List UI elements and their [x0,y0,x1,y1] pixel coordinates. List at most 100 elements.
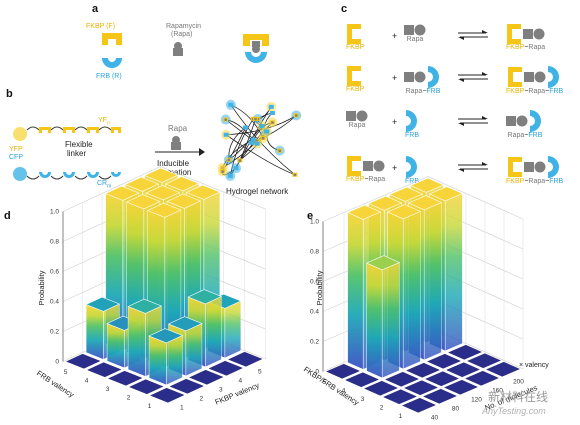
panel-c-reactions: FKBP + Rapa FKBP−Rapa FKBP + Rapa−FRB FKBP−Rapa… [340,0,580,210]
z-axis-label: Probability [37,270,46,305]
panel-label-b: b [6,88,13,100]
bar-0-3 [465,370,499,386]
rapa-b-shape [171,136,181,150]
reactant-a-label: FKBP [346,86,365,93]
rapa-abbrev-label: (Rapa) [171,31,193,38]
product: FKBP−Rapa−FRB [506,66,563,96]
x-tick-label: 40 [431,415,439,422]
bar-1-3 [446,362,480,378]
y-tick-label: 3 [106,386,110,393]
z-tick-label: 0.2 [50,329,59,336]
x-tick-label: 4 [238,378,242,385]
x-tick-label: 1 [180,405,184,412]
x-tick-label: 80 [452,406,460,413]
equilibrium-arrow [458,30,488,40]
plus-sign: + [392,163,398,173]
y-tick-label: 5 [323,379,327,386]
bar-2-1 [385,371,419,387]
plus-sign: + [392,73,398,83]
product: FKBP−Rapa−FRB [506,156,563,186]
panel-label-c: c [341,3,348,15]
y-tick-label: 1 [399,413,403,420]
equilibrium-arrow [458,72,488,82]
chart-e-3d-bar: 0 0.2 0.4 0.6 0.8 1.0 40 80 120 160 200 1 2 3 4 5 Probab… [302,176,549,422]
product: FKBP−Rapa [506,24,545,52]
product-label: FKBP−Rapa−FRB [506,178,564,185]
bar-2-0 [108,370,143,386]
reactant-a-label: Rapa [348,122,366,129]
y-tick-label: 1 [148,403,152,410]
rapa-shape [173,42,183,56]
z-axis-label: Probability [315,270,324,305]
watermark-chinese: 新材料在线 [488,390,549,404]
equilibrium-arrow [458,116,488,126]
y-tick-label: 3 [361,396,365,403]
bar-2-3 [427,353,461,369]
product-label: FKBP−Rapa [506,44,546,51]
z-tick-label: 1.0 [50,209,59,216]
bar-2-2 [406,362,440,378]
z-tick-label: 0 [315,369,319,376]
chart-d-3d-bar: 0 0.2 0.4 0.6 0.8 1.0 1 2 3 4 5 1 2 3 4 5 Probability FKB… [35,166,266,412]
fkbp-shape [102,33,122,45]
z-tick-label: 0.2 [310,339,319,346]
reactant-b: FRB [404,110,420,140]
fkbp-label: FKBP (F) [86,23,116,30]
x-axis-label: FKBP valency [214,381,261,407]
z-tick-label: 0.6 [310,279,319,286]
frb-label: FRB (R) [96,73,122,80]
reactant-b-label: FRB [405,132,419,139]
panel-label-d: d [4,210,11,222]
rapamycin-label: Rapamycin [166,23,202,30]
equilibrium-arrow [458,162,488,172]
watermark-site: AnyTesting.com [482,406,546,416]
bar-2-0 [364,380,398,396]
hydrogel-label: Hydrogel network [226,187,289,196]
z-tick-label: 0.4 [310,309,319,316]
x-tick-label: 120 [471,397,482,404]
bar-0-3 [208,360,243,376]
bar-1-4 [467,353,501,369]
bar-0-4 [486,361,520,377]
cr-label: CRm [97,180,112,190]
y-axis-label: FRB valency [35,369,76,400]
z-tick-label: 0.6 [50,269,59,276]
x-tick-label: 3 [219,387,223,394]
yf-chain [13,126,121,141]
y-tick-label: 2 [380,404,384,411]
reactant-a: FKBP [346,66,364,94]
z-tick-label: 0.4 [50,299,59,306]
bar-0-2 [444,379,478,395]
y-tick-label: 4 [85,377,89,384]
product: Rapa−FRB [506,110,544,140]
reactant-a: FKBP−Rapa [346,156,385,184]
bar-1-2 [425,371,459,387]
y-tick-label: 5 [64,369,68,376]
cfp-label: CFP [9,154,23,161]
linker-label: linker [67,149,87,158]
reactant-b: FRB [404,156,420,186]
z-tick-label: 0.8 [310,249,319,256]
inducible-label: Inducible [157,159,190,168]
yfp-label: YFP [9,146,23,153]
plus-sign: + [392,31,398,41]
bar-0-0 [402,397,436,413]
panel-label-a: a [92,3,99,15]
x-axis-valency-suffix: × valency [519,362,549,369]
bar-0-1 [423,388,457,404]
x-tick-label: 5 [258,369,262,376]
bar-4-0 [326,363,360,379]
plus-sign: + [392,117,398,127]
reactant-a-label: FKBP−Rapa [346,176,386,183]
bar-1-1 [148,328,184,386]
yf-label: YFn [98,117,110,127]
reactant-a: FKBP [346,24,364,52]
hydrogel-network-illustration [217,99,302,181]
z-tick-label: 0 [55,359,59,366]
bar-2-4 [448,344,482,360]
reaction-arrow-b [155,148,205,156]
rapa-b-label: Rapa [168,124,188,133]
reactant-b-label: Rapa [406,36,424,43]
y-tick-label: 4 [342,387,346,394]
reaction-row: FKBP + Rapa FKBP−Rapa [340,18,580,58]
